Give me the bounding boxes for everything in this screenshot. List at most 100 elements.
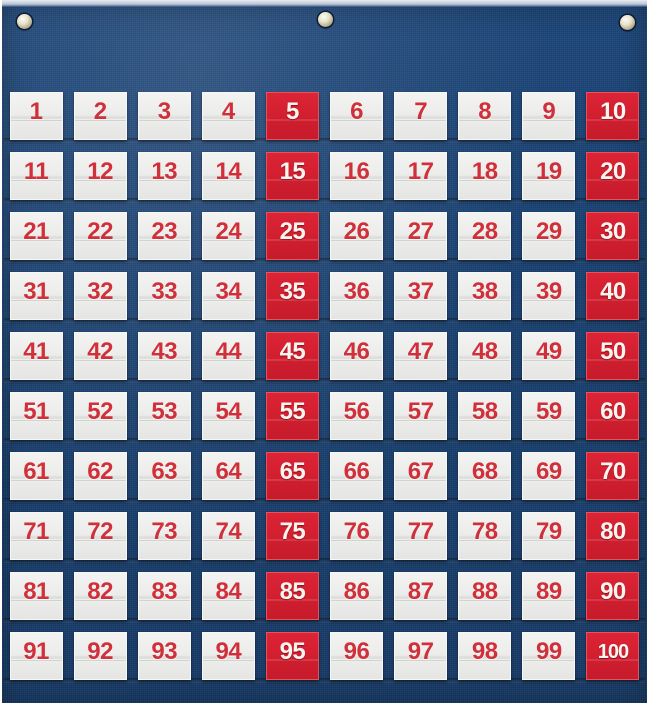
number-card-59[interactable]: 59 <box>522 392 576 440</box>
number-card-55[interactable]: 55 <box>265 392 319 440</box>
number-card-83[interactable]: 83 <box>137 572 191 620</box>
number-card-28[interactable]: 28 <box>458 212 512 260</box>
number-card-48[interactable]: 48 <box>458 332 512 380</box>
number-card-10[interactable]: 10 <box>586 92 640 140</box>
number-card-93[interactable]: 93 <box>137 632 191 680</box>
number-card-85[interactable]: 85 <box>265 572 319 620</box>
number-card-96[interactable]: 96 <box>330 632 384 680</box>
number-card-40[interactable]: 40 <box>586 272 640 320</box>
number-card-6[interactable]: 6 <box>330 92 384 140</box>
number-card-33[interactable]: 33 <box>137 272 191 320</box>
number-card-15[interactable]: 15 <box>265 152 319 200</box>
number-card-81[interactable]: 81 <box>9 572 63 620</box>
number-card-25[interactable]: 25 <box>265 212 319 260</box>
number-card-50[interactable]: 50 <box>586 332 640 380</box>
number-card-13[interactable]: 13 <box>137 152 191 200</box>
number-card-71[interactable]: 71 <box>9 512 63 560</box>
number-card-45[interactable]: 45 <box>265 332 319 380</box>
number-card-61[interactable]: 61 <box>9 452 63 500</box>
number-card-47[interactable]: 47 <box>394 332 448 380</box>
number-card-86[interactable]: 86 <box>330 572 384 620</box>
number-card-97[interactable]: 97 <box>394 632 448 680</box>
number-card-74[interactable]: 74 <box>201 512 255 560</box>
number-card-63[interactable]: 63 <box>137 452 191 500</box>
number-card-91[interactable]: 91 <box>9 632 63 680</box>
number-card-78[interactable]: 78 <box>458 512 512 560</box>
number-card-92[interactable]: 92 <box>73 632 127 680</box>
number-card-62[interactable]: 62 <box>73 452 127 500</box>
number-card-66[interactable]: 66 <box>330 452 384 500</box>
number-card-26[interactable]: 26 <box>330 212 384 260</box>
number-card-98[interactable]: 98 <box>458 632 512 680</box>
number-card-35[interactable]: 35 <box>265 272 319 320</box>
number-card-69[interactable]: 69 <box>522 452 576 500</box>
number-card-94[interactable]: 94 <box>201 632 255 680</box>
number-card-43[interactable]: 43 <box>137 332 191 380</box>
number-card-22[interactable]: 22 <box>73 212 127 260</box>
number-card-16[interactable]: 16 <box>330 152 384 200</box>
number-card-58[interactable]: 58 <box>458 392 512 440</box>
number-card-99[interactable]: 99 <box>522 632 576 680</box>
number-card-11[interactable]: 11 <box>9 152 63 200</box>
number-card-24[interactable]: 24 <box>201 212 255 260</box>
number-card-12[interactable]: 12 <box>73 152 127 200</box>
number-card-1[interactable]: 1 <box>9 92 63 140</box>
number-card-7[interactable]: 7 <box>394 92 448 140</box>
number-card-29[interactable]: 29 <box>522 212 576 260</box>
number-card-70[interactable]: 70 <box>586 452 640 500</box>
number-card-76[interactable]: 76 <box>330 512 384 560</box>
number-card-4[interactable]: 4 <box>201 92 255 140</box>
number-card-57[interactable]: 57 <box>394 392 448 440</box>
number-card-54[interactable]: 54 <box>201 392 255 440</box>
number-card-39[interactable]: 39 <box>522 272 576 320</box>
number-card-19[interactable]: 19 <box>522 152 576 200</box>
number-card-53[interactable]: 53 <box>137 392 191 440</box>
number-card-73[interactable]: 73 <box>137 512 191 560</box>
number-card-36[interactable]: 36 <box>330 272 384 320</box>
number-card-60[interactable]: 60 <box>586 392 640 440</box>
number-card-2[interactable]: 2 <box>73 92 127 140</box>
number-card-5[interactable]: 5 <box>265 92 319 140</box>
number-card-8[interactable]: 8 <box>458 92 512 140</box>
number-card-37[interactable]: 37 <box>394 272 448 320</box>
number-card-31[interactable]: 31 <box>9 272 63 320</box>
number-card-95[interactable]: 95 <box>265 632 319 680</box>
number-card-87[interactable]: 87 <box>394 572 448 620</box>
number-card-49[interactable]: 49 <box>522 332 576 380</box>
number-card-41[interactable]: 41 <box>9 332 63 380</box>
number-card-34[interactable]: 34 <box>201 272 255 320</box>
number-card-38[interactable]: 38 <box>458 272 512 320</box>
number-card-90[interactable]: 90 <box>586 572 640 620</box>
number-card-72[interactable]: 72 <box>73 512 127 560</box>
number-card-46[interactable]: 46 <box>330 332 384 380</box>
number-card-20[interactable]: 20 <box>586 152 640 200</box>
number-card-17[interactable]: 17 <box>394 152 448 200</box>
number-card-67[interactable]: 67 <box>394 452 448 500</box>
number-card-3[interactable]: 3 <box>137 92 191 140</box>
number-card-9[interactable]: 9 <box>522 92 576 140</box>
number-card-21[interactable]: 21 <box>9 212 63 260</box>
number-card-84[interactable]: 84 <box>201 572 255 620</box>
number-card-44[interactable]: 44 <box>201 332 255 380</box>
number-card-32[interactable]: 32 <box>73 272 127 320</box>
number-card-18[interactable]: 18 <box>458 152 512 200</box>
number-card-79[interactable]: 79 <box>522 512 576 560</box>
number-card-52[interactable]: 52 <box>73 392 127 440</box>
number-card-77[interactable]: 77 <box>394 512 448 560</box>
number-card-42[interactable]: 42 <box>73 332 127 380</box>
number-card-27[interactable]: 27 <box>394 212 448 260</box>
number-card-23[interactable]: 23 <box>137 212 191 260</box>
number-card-65[interactable]: 65 <box>265 452 319 500</box>
number-card-14[interactable]: 14 <box>201 152 255 200</box>
number-card-51[interactable]: 51 <box>9 392 63 440</box>
number-card-80[interactable]: 80 <box>586 512 640 560</box>
number-card-100[interactable]: 100 <box>586 632 640 680</box>
number-card-89[interactable]: 89 <box>522 572 576 620</box>
number-card-30[interactable]: 30 <box>586 212 640 260</box>
number-card-68[interactable]: 68 <box>458 452 512 500</box>
number-card-64[interactable]: 64 <box>201 452 255 500</box>
number-card-56[interactable]: 56 <box>330 392 384 440</box>
number-card-88[interactable]: 88 <box>458 572 512 620</box>
number-card-82[interactable]: 82 <box>73 572 127 620</box>
number-card-75[interactable]: 75 <box>265 512 319 560</box>
